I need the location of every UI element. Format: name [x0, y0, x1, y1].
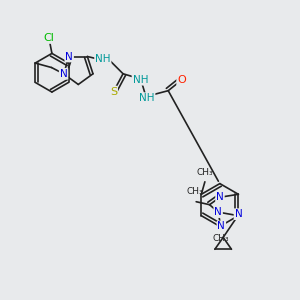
Text: CH₃: CH₃: [186, 188, 203, 196]
Text: N: N: [218, 221, 225, 231]
Text: N: N: [235, 209, 242, 219]
Text: Cl: Cl: [44, 33, 54, 43]
Text: N: N: [65, 52, 73, 61]
Text: NH: NH: [139, 93, 154, 103]
Text: NH: NH: [95, 55, 111, 64]
Text: CH₃: CH₃: [213, 234, 230, 243]
Text: N: N: [214, 207, 222, 217]
Text: CH₃: CH₃: [196, 168, 213, 177]
Text: NH: NH: [133, 75, 148, 85]
Text: N: N: [60, 69, 68, 79]
Text: O: O: [177, 75, 186, 85]
Text: S: S: [110, 87, 117, 97]
Text: N: N: [216, 192, 224, 202]
